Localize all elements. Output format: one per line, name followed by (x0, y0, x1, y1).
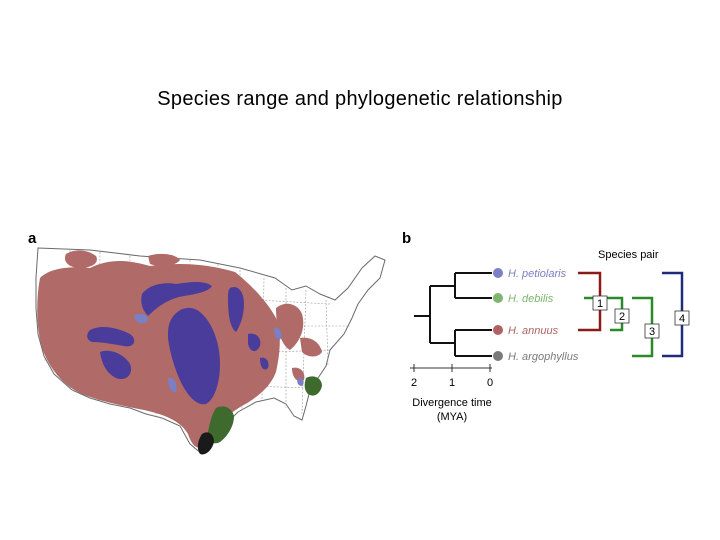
pair-1-label: 1 (597, 298, 603, 310)
species-label-debilis: H. debilis (508, 293, 554, 305)
panel-a-label: a (28, 230, 37, 247)
pair-2-box: 2 (614, 308, 630, 324)
pair-3-box: 3 (644, 323, 660, 339)
petiolaris-dot (493, 268, 503, 278)
axis-unit: (MYA) (437, 411, 467, 423)
pair-3-label: 3 (649, 326, 655, 338)
axis-tick-1: 1 (449, 377, 455, 389)
pair-2-label: 2 (619, 311, 625, 323)
species-label-argophyllus: H. argophyllus (508, 351, 579, 363)
slide-title: Species range and phylogenetic relations… (157, 88, 563, 110)
axis-tick-2: 2 (411, 377, 417, 389)
petiolaris-light-patches (134, 313, 304, 393)
tree-branches (414, 272, 492, 357)
annuus-range (37, 250, 322, 448)
debilis-dot (493, 293, 503, 303)
pair-4-box: 4 (674, 310, 690, 326)
species-label-petiolaris: H. petiolaris (508, 268, 567, 280)
panel-b-label: b (402, 230, 412, 247)
pair-4-label: 4 (679, 313, 685, 325)
annuus-dot (493, 325, 503, 335)
divergence-axis: 2 1 0 Divergence time (MYA) (410, 364, 493, 423)
phylogenetic-tree: H. petiolaris H. debilis H. annuus H. ar… (410, 249, 690, 423)
debilis-range (207, 376, 322, 444)
species-range-map (35, 247, 386, 455)
pair-1-box: 1 (592, 295, 608, 311)
argophyllus-dot (493, 351, 503, 361)
species-pair-heading: Species pair (598, 249, 659, 261)
axis-tick-0: 0 (487, 377, 493, 389)
species-label-annuus: H. annuus (508, 325, 559, 337)
petiolaris-range (87, 282, 269, 405)
argophyllus-range (197, 432, 214, 455)
axis-label: Divergence time (412, 397, 491, 409)
